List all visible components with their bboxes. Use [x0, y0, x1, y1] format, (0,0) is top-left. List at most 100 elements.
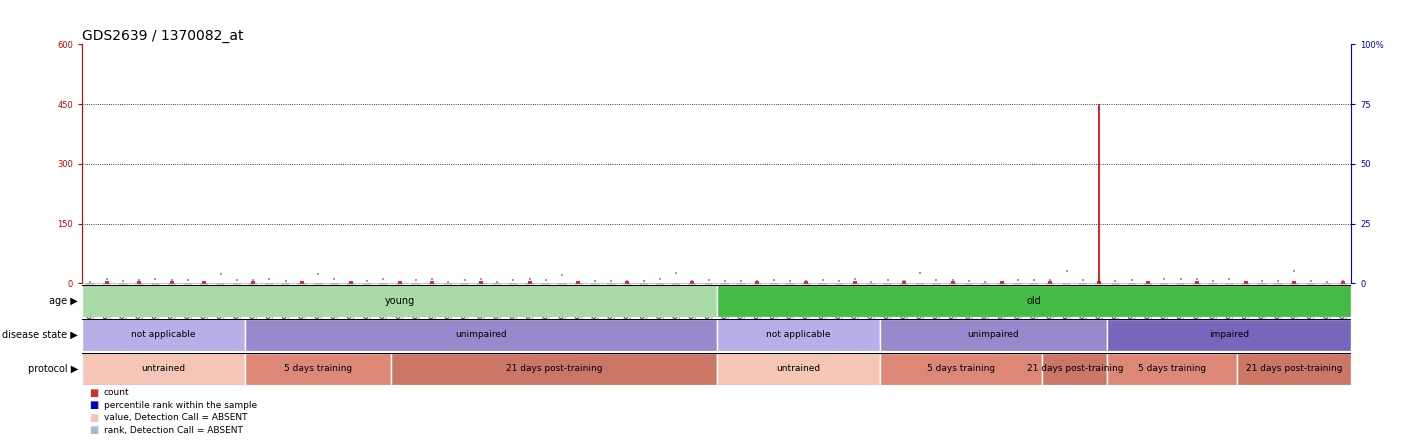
Text: 5 days training: 5 days training — [1139, 364, 1207, 373]
Point — [1332, 278, 1354, 285]
Point — [1185, 276, 1208, 283]
Point — [210, 270, 233, 278]
Text: rank, Detection Call = ABSENT: rank, Detection Call = ABSENT — [104, 426, 242, 435]
Point — [421, 275, 444, 282]
Point — [550, 271, 573, 278]
Point — [746, 278, 769, 285]
Point — [95, 276, 118, 283]
Text: value, Detection Call = ABSENT: value, Detection Call = ABSENT — [104, 413, 247, 422]
Point — [1072, 276, 1095, 283]
Point — [128, 279, 150, 286]
Point — [258, 276, 281, 283]
Bar — [718, 353, 879, 385]
Point — [225, 277, 248, 284]
Text: GDS2639 / 1370082_at: GDS2639 / 1370082_at — [82, 29, 244, 44]
Text: 5 days training: 5 days training — [927, 364, 995, 373]
Point — [892, 279, 915, 286]
Point — [665, 270, 688, 277]
Point — [323, 275, 346, 282]
Point — [389, 279, 411, 286]
Point — [160, 277, 183, 284]
Point — [778, 278, 801, 285]
Point — [1251, 278, 1273, 285]
Point — [1153, 275, 1176, 282]
Point — [795, 277, 818, 284]
Point — [421, 279, 444, 286]
Point — [535, 276, 557, 283]
Point — [942, 277, 964, 284]
Point — [1201, 277, 1224, 284]
Point — [177, 277, 200, 284]
Point — [1299, 277, 1322, 284]
Text: age ▶: age ▶ — [50, 296, 78, 306]
Bar — [1238, 353, 1351, 385]
Bar — [245, 319, 716, 351]
Point — [1266, 277, 1289, 284]
Point — [1332, 279, 1354, 286]
Point — [990, 279, 1012, 286]
Point — [974, 279, 997, 286]
Point — [567, 278, 590, 285]
Point — [811, 276, 834, 283]
Text: disease state ▶: disease state ▶ — [3, 330, 78, 340]
Text: unimpaired: unimpaired — [967, 330, 1020, 339]
Point — [145, 275, 167, 282]
Point — [519, 279, 542, 286]
Point — [615, 277, 638, 284]
Point — [1234, 278, 1256, 285]
Point — [1185, 279, 1208, 286]
Point — [1055, 267, 1078, 274]
Point — [1137, 278, 1160, 285]
Point — [861, 278, 883, 285]
Text: old: old — [1027, 296, 1041, 306]
Point — [1088, 105, 1110, 112]
Text: 5 days training: 5 days training — [284, 364, 352, 373]
Point — [925, 277, 947, 284]
Point — [763, 276, 786, 283]
Point — [1234, 279, 1256, 286]
Bar — [391, 353, 718, 385]
Point — [1088, 279, 1110, 286]
Point — [583, 277, 605, 284]
Point — [567, 279, 590, 286]
Point — [942, 279, 964, 286]
Text: untrained: untrained — [142, 364, 186, 373]
Text: ■: ■ — [89, 425, 99, 435]
Point — [828, 278, 851, 285]
Point — [713, 278, 736, 285]
Bar — [1107, 353, 1238, 385]
Point — [193, 279, 216, 286]
Point — [730, 277, 753, 284]
Point — [1022, 277, 1045, 284]
Point — [1039, 279, 1062, 286]
Point — [112, 277, 135, 284]
Point — [454, 277, 476, 284]
Bar — [718, 319, 879, 351]
Point — [892, 277, 915, 284]
Point — [957, 277, 980, 284]
Point — [1316, 278, 1339, 285]
Bar — [879, 353, 1042, 385]
Bar — [1042, 353, 1107, 385]
Point — [241, 276, 264, 283]
Point — [1039, 276, 1062, 283]
Point — [469, 279, 492, 286]
Text: percentile rank within the sample: percentile rank within the sample — [104, 401, 257, 410]
Point — [876, 276, 899, 283]
Point — [632, 278, 655, 285]
Point — [502, 277, 525, 284]
Point — [274, 278, 296, 285]
Point — [160, 279, 183, 286]
Point — [600, 278, 623, 285]
Text: count: count — [104, 388, 129, 397]
Text: 21 days post-training: 21 days post-training — [506, 364, 603, 373]
Text: ■: ■ — [89, 413, 99, 423]
Point — [437, 278, 459, 285]
Point — [519, 276, 542, 283]
Point — [1170, 275, 1193, 282]
Text: ■: ■ — [89, 388, 99, 398]
Point — [1218, 276, 1241, 283]
Point — [681, 279, 703, 286]
Point — [1283, 267, 1306, 274]
Point — [844, 279, 866, 286]
